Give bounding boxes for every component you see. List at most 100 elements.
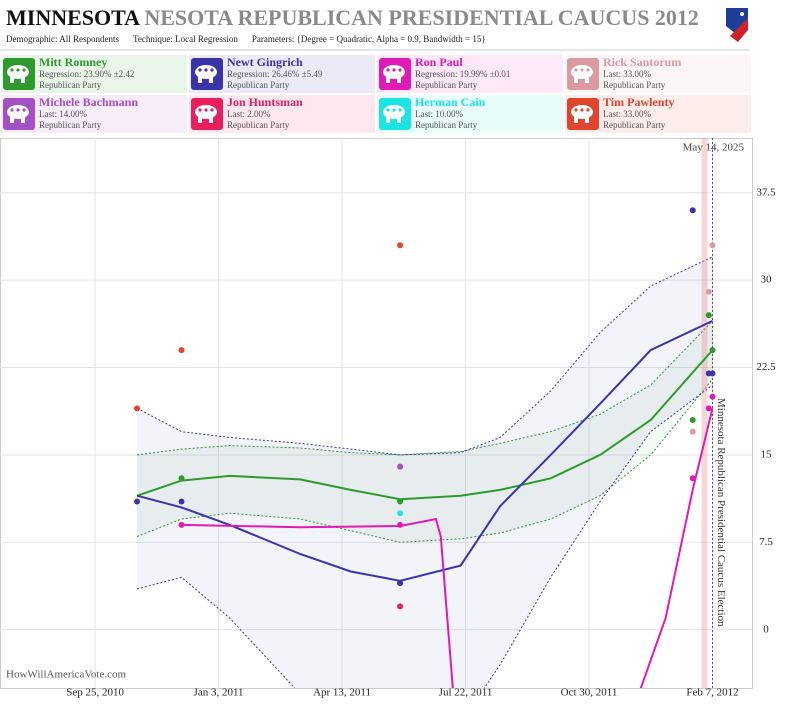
legend-detail: Last: 2.00% [227, 109, 271, 119]
legend-party: Republican Party [39, 80, 102, 90]
icon-star [398, 108, 402, 112]
y-tick-label: 22.5 [756, 361, 776, 373]
x-tick-label: Sep 25, 2010 [66, 687, 124, 699]
poll-point [397, 603, 404, 610]
y-tick-label: 7.5 [759, 536, 773, 548]
legend-name: Herman Cain [415, 95, 486, 109]
poll-point [705, 312, 712, 319]
icon-star [586, 108, 590, 112]
icon-star [392, 108, 396, 112]
legend-detail: Regression: 26.46% ±5.49 [227, 69, 323, 79]
y-tick-label: 30 [761, 274, 773, 286]
icon-star [22, 68, 26, 72]
icon-star [386, 68, 390, 72]
icon-star [204, 108, 208, 112]
plot [134, 138, 716, 688]
poll-point [178, 498, 185, 505]
poll-point [397, 580, 404, 587]
icon-leg [10, 76, 14, 83]
icon-leg [397, 116, 401, 123]
legend-party: Republican Party [227, 120, 290, 130]
event-band [701, 138, 708, 688]
poll-point [709, 347, 716, 354]
title: MINNESOTA NESOTA REPUBLICAN PRESIDENTIAL… [6, 5, 699, 30]
meta-label: Technique: [133, 34, 173, 44]
legend-name: Michele Bachmann [39, 95, 138, 109]
meta: Parameters: {Degree = Quadratic, Alpha =… [252, 34, 486, 44]
band-lower [136, 378, 713, 543]
legend-name: Mitt Romney [39, 55, 107, 69]
poll-point [689, 475, 696, 482]
meta: Technique: Local Regression [133, 34, 238, 44]
poll-point [689, 416, 696, 423]
legend-name: Newt Gingrich [227, 55, 303, 69]
plot-frame [0, 138, 753, 689]
icon-leg [574, 116, 578, 123]
legend-party: Republican Party [603, 80, 666, 90]
icon-star [16, 68, 20, 72]
icon-leg [209, 116, 213, 123]
icon-star [386, 108, 390, 112]
title-rest: NESOTA REPUBLICAN PRESIDENTIAL CAUCUS 20… [144, 5, 699, 30]
icon-star [198, 68, 202, 72]
poll-point [178, 521, 185, 528]
icon-leg [386, 116, 390, 123]
y-tick-label: 15 [761, 448, 773, 460]
band-upper [136, 256, 713, 456]
legend-party: Republican Party [603, 120, 666, 130]
trend-line [136, 319, 713, 582]
band-upper [137, 320, 713, 456]
poll-point [705, 405, 712, 412]
icon-star [586, 68, 590, 72]
icon-leg [397, 76, 401, 83]
icon-star [574, 108, 578, 112]
icon-star [204, 68, 208, 72]
icon-star [580, 108, 584, 112]
icon-leg [21, 116, 25, 123]
icon-leg [21, 76, 25, 83]
icon-leg [574, 76, 578, 83]
meta-value: {Degree = Quadratic, Alpha = 0.9, Bandwi… [297, 34, 486, 44]
icon-leg [209, 76, 213, 83]
legend-name: Tim Pawlenty [603, 95, 674, 109]
legend-party: Republican Party [415, 80, 478, 90]
poll-point [689, 207, 696, 214]
legend-name: Jon Huntsman [227, 95, 303, 109]
meta-label: Demographic: [6, 34, 57, 44]
legend-detail: Last: 14.00% [39, 109, 87, 119]
icon-leg [585, 76, 589, 83]
confidence-band [137, 320, 713, 543]
legend-detail: Regression: 19.99% ±0.01 [415, 69, 510, 79]
y-tick-label: 37.5 [756, 186, 776, 198]
poll-point [397, 510, 404, 517]
poll-point [397, 498, 404, 505]
poll-point [134, 405, 141, 412]
legend-detail: Last: 33.00% [603, 69, 651, 79]
watermark: HowWillAmericaVote.com [6, 669, 126, 681]
icon-star [16, 108, 20, 112]
legend-name: Rick Santorum [603, 55, 681, 69]
poll-point [709, 242, 716, 249]
icon-leg [386, 76, 390, 83]
legend-party: Republican Party [39, 120, 102, 130]
y-tick-label: 0 [763, 623, 769, 635]
icon-star [398, 68, 402, 72]
x-tick-label: Jul 22, 2011 [439, 687, 493, 699]
meta-value: All Respondents [59, 34, 119, 44]
poll-point [178, 347, 185, 354]
trend-line [136, 349, 714, 501]
legend-party: Republican Party [415, 120, 478, 130]
trend-line [181, 408, 714, 688]
x-tick-label: Jan 3, 2011 [194, 687, 244, 699]
icon-star [210, 68, 214, 72]
icon-star [210, 108, 214, 112]
icon-leg [585, 116, 589, 123]
icon-star [574, 68, 578, 72]
x-tick-label: Feb 7, 2012 [686, 687, 738, 699]
poll-point [397, 463, 404, 470]
title-main: MINNESOTA [6, 5, 140, 30]
